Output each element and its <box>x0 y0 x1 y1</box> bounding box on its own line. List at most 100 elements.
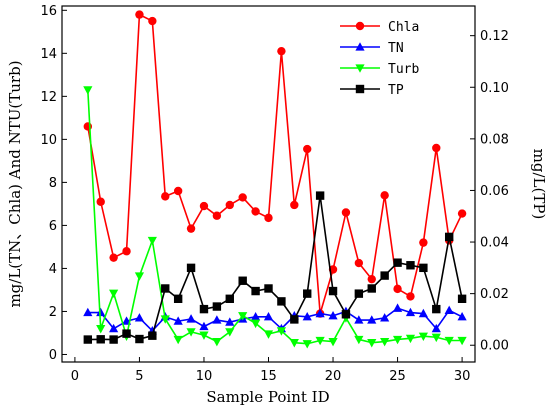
data-point-tn <box>83 307 93 317</box>
data-point-chla <box>122 247 131 256</box>
data-point-tp <box>419 263 428 273</box>
data-point-turb <box>367 339 377 348</box>
x-tick-label: 20 <box>325 369 342 384</box>
series-line-tn <box>87 307 463 332</box>
data-point-chla <box>367 274 376 284</box>
data-point-chla <box>251 207 260 216</box>
x-tick-label: 0 <box>71 369 79 384</box>
data-point-chla <box>354 258 364 268</box>
data-point-chla <box>238 193 247 202</box>
data-point-turb <box>444 336 454 346</box>
legend-marker-tn <box>355 42 365 51</box>
data-point-tp <box>186 263 196 273</box>
data-point-tp <box>303 289 312 298</box>
data-point-turb <box>250 319 261 329</box>
y-right-tick-label: 0.10 <box>480 81 509 96</box>
data-point-tn <box>328 310 338 320</box>
data-point-tp <box>444 232 454 242</box>
data-point-tn <box>380 313 390 322</box>
data-point-tn <box>315 308 325 318</box>
data-point-tp <box>315 191 325 200</box>
data-point-tp <box>109 335 118 344</box>
data-point-chla <box>341 208 351 217</box>
data-point-tn <box>96 307 106 317</box>
data-point-tn <box>457 312 467 321</box>
data-point-tn <box>173 316 183 325</box>
data-point-turb <box>83 86 93 95</box>
legend-item-chla: Chla <box>340 20 419 35</box>
y-left-tick-label: 8 <box>49 176 57 191</box>
y-left-tick-label: 14 <box>40 47 57 62</box>
data-point-tp <box>212 302 222 311</box>
y-left-tick-label: 4 <box>49 262 57 277</box>
data-point-chla <box>432 143 441 153</box>
series-line-tp <box>87 194 463 341</box>
legend-item-turb: Turb <box>340 62 419 77</box>
data-point-turb <box>173 335 183 345</box>
data-point-tp <box>406 261 415 270</box>
data-point-tp <box>135 334 144 344</box>
data-point-tp <box>277 297 286 306</box>
data-point-turb <box>134 272 145 281</box>
data-point-chla <box>264 213 273 223</box>
series-tn <box>83 303 467 335</box>
legend-label-tn: TN <box>388 41 404 56</box>
y-left-tick-label: 2 <box>49 305 57 320</box>
legend-marker-tp <box>355 84 365 94</box>
data-point-tp <box>380 271 389 280</box>
y-right-tick-label: 0.02 <box>480 287 509 302</box>
data-point-tp <box>251 286 260 296</box>
data-point-turb <box>276 327 287 336</box>
data-point-turb <box>354 335 364 345</box>
axis-ticks: 0 5 10 15 20 25 30 0 2 4 6 8 10 12 14 16 0.00 0.02 0.04 0.0… <box>40 4 509 384</box>
x-axis-title: Sample Point ID <box>206 388 329 406</box>
data-point-chla <box>380 191 389 200</box>
y-right-tick-label: 0.06 <box>480 184 509 199</box>
y-left-tick-label: 0 <box>49 348 57 363</box>
data-point-chla <box>406 292 415 301</box>
legend-item-tn: TN <box>340 41 404 56</box>
y-right-tick-label: 0.00 <box>480 339 509 354</box>
data-point-tp <box>148 331 157 340</box>
data-point-chla <box>199 201 209 211</box>
data-point-tp <box>199 304 209 314</box>
data-point-tp <box>432 304 441 314</box>
x-tick-label: 25 <box>389 369 406 384</box>
data-point-chla <box>303 144 312 154</box>
data-point-tn <box>225 317 235 326</box>
data-point-turb <box>405 334 416 344</box>
data-point-tp <box>161 284 170 293</box>
data-point-tn <box>431 323 441 333</box>
data-point-turb <box>328 337 338 347</box>
legend-label-chla: Chla <box>388 20 419 35</box>
x-tick-label: 15 <box>260 369 277 384</box>
data-point-turb <box>238 312 248 321</box>
data-point-turb <box>147 236 157 246</box>
data-point-turb <box>418 332 428 341</box>
y-right-tick-label: 0.04 <box>480 236 509 251</box>
data-point-tn <box>134 313 145 322</box>
y-left-tick-label: 10 <box>40 133 57 148</box>
series-tp <box>83 191 467 344</box>
series-line-chla <box>87 13 463 315</box>
data-point-tn <box>302 312 312 321</box>
data-point-chla <box>186 224 196 233</box>
data-point-tn <box>367 315 377 324</box>
data-point-chla <box>148 16 157 26</box>
data-point-tn <box>109 323 119 333</box>
data-point-turb <box>96 325 106 334</box>
data-point-turb <box>315 336 325 346</box>
data-point-chla <box>290 200 299 210</box>
data-point-chla <box>277 46 286 56</box>
chart-marks <box>83 10 467 349</box>
data-point-chla <box>212 211 222 220</box>
y-left-tick-label: 6 <box>49 219 57 234</box>
data-point-turb <box>289 339 299 348</box>
data-point-turb <box>380 337 390 347</box>
data-point-tp <box>354 289 364 298</box>
y-right-tick-label: 0.08 <box>480 132 509 147</box>
data-point-tp <box>83 335 93 344</box>
data-point-turb <box>212 337 222 347</box>
y-left-tick-label: 16 <box>40 4 57 19</box>
